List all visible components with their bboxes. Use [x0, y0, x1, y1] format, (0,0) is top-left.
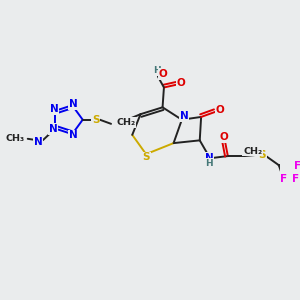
Text: O: O: [220, 132, 229, 142]
Text: O: O: [177, 78, 186, 88]
Text: S: S: [142, 152, 150, 162]
Text: N: N: [50, 104, 58, 114]
Text: CH₂: CH₂: [243, 147, 262, 156]
Text: N: N: [205, 153, 214, 163]
Text: S: S: [92, 115, 100, 125]
Text: O: O: [158, 69, 167, 79]
Text: N: N: [34, 137, 42, 147]
Text: N: N: [180, 111, 188, 122]
Text: H: H: [153, 66, 161, 75]
Text: CH₃: CH₃: [5, 134, 24, 143]
Text: F: F: [292, 174, 299, 184]
Text: F: F: [280, 174, 287, 184]
Text: F: F: [294, 161, 300, 171]
Text: N: N: [49, 124, 57, 134]
Text: O: O: [215, 105, 224, 115]
Text: N: N: [69, 99, 78, 109]
Text: N: N: [69, 130, 78, 140]
Text: S: S: [259, 150, 266, 160]
Text: H: H: [205, 159, 213, 168]
Text: CH₂: CH₂: [117, 118, 136, 127]
